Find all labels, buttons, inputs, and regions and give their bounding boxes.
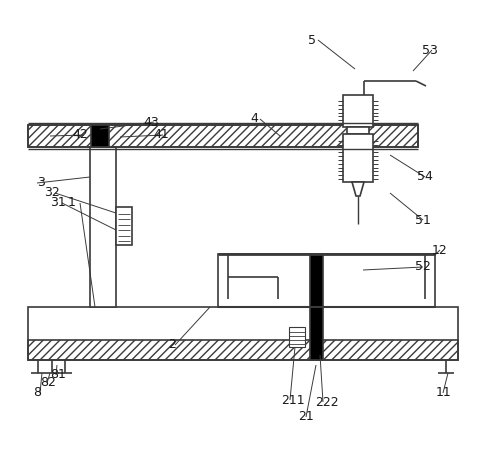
Text: 5: 5: [308, 34, 316, 46]
Bar: [343, 95, 373, 127]
Bar: [289, 327, 305, 347]
Bar: [91, 125, 109, 147]
Bar: [310, 254, 323, 360]
Text: 51: 51: [415, 213, 431, 227]
Text: 21: 21: [298, 410, 314, 424]
Bar: [28, 125, 418, 147]
Text: 211: 211: [281, 394, 305, 406]
Text: 43: 43: [143, 116, 159, 128]
Text: 8: 8: [33, 386, 41, 399]
Bar: [28, 340, 458, 360]
Bar: [116, 207, 132, 245]
Text: 3: 3: [37, 177, 45, 189]
Text: 11: 11: [436, 386, 452, 399]
Text: 41: 41: [153, 128, 169, 142]
Text: 82: 82: [40, 376, 56, 389]
Bar: [343, 134, 373, 182]
Text: 53: 53: [422, 44, 438, 56]
Bar: [28, 307, 458, 360]
Text: 222: 222: [315, 395, 339, 409]
Bar: [218, 254, 435, 307]
Text: 52: 52: [415, 261, 431, 273]
Text: 2: 2: [168, 339, 176, 352]
Text: 1: 1: [68, 197, 76, 209]
Text: 31: 31: [50, 197, 66, 209]
Text: 12: 12: [432, 243, 448, 257]
Bar: [90, 147, 116, 307]
Text: 32: 32: [44, 187, 60, 199]
Text: 4: 4: [250, 112, 258, 126]
Bar: [347, 127, 369, 134]
Polygon shape: [352, 182, 364, 196]
Text: 81: 81: [50, 369, 66, 381]
Text: 42: 42: [72, 128, 88, 142]
Bar: [28, 125, 418, 147]
Text: 54: 54: [417, 171, 433, 183]
